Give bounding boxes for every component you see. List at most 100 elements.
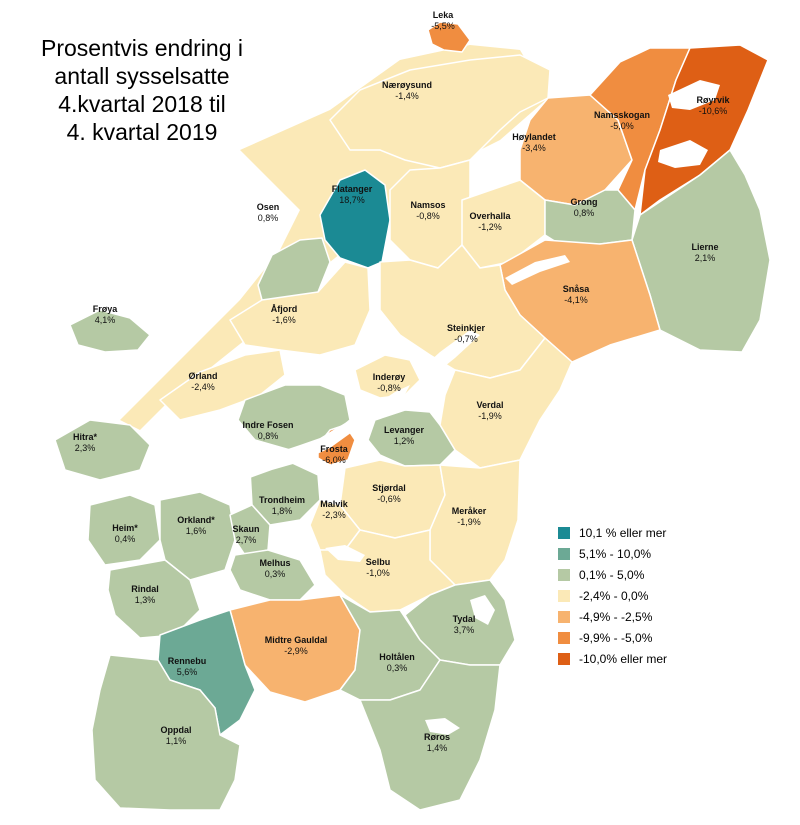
municipality-name-label: Rennebu: [168, 656, 207, 666]
municipality-name-label: Leka: [433, 10, 455, 20]
municipality-name-label: Orkland*: [177, 515, 215, 525]
municipality-region: [427, 21, 471, 53]
legend-swatch: [558, 589, 570, 602]
municipality-value-label: -5,5%: [431, 21, 455, 31]
municipality-labels: Leka-5,5% Nærøysund-1,4% Høylandet-3,4% Nam…: [73, 10, 731, 753]
water-body: [470, 595, 495, 625]
municipality-region: [87, 494, 161, 566]
water-body: [668, 80, 720, 110]
municipality-name-label: Flatanger: [332, 184, 373, 194]
legend-swatch: [558, 610, 570, 623]
legend-label: -2,4% - 0,0%: [579, 588, 649, 603]
legend-label: -4,9% - -2,5%: [579, 609, 653, 624]
municipality-value-label: -1,9%: [478, 411, 502, 421]
legend-item: 10,1 % eller mer: [558, 522, 667, 543]
municipality-value-label: 0,3%: [387, 663, 408, 673]
municipality-value-label: -1,9%: [457, 517, 481, 527]
municipality-regions: [54, 21, 771, 811]
municipality-name-label: Osen: [257, 202, 280, 212]
municipality-value-label: -4,1%: [564, 295, 588, 305]
municipality-name-label: Heim*: [112, 523, 138, 533]
municipality-value-label: 0,8%: [574, 208, 595, 218]
municipality-value-label: -2,4%: [191, 382, 215, 392]
title-line-4: 4. kvartal 2019: [66, 119, 218, 145]
legend-label: 5,1% - 10,0%: [579, 546, 652, 561]
municipality-name-label: Tydal: [453, 614, 476, 624]
municipality-value-label: 2,7%: [236, 535, 257, 545]
municipality-name-label: Hitra*: [73, 432, 98, 442]
municipality-value-label: 18,7%: [339, 195, 365, 205]
municipality-value-label: -0,7%: [454, 334, 478, 344]
title-line-2: antall sysselsatte: [54, 63, 230, 89]
municipality-value-label: 5,6%: [177, 667, 198, 677]
map-legend: 10,1 % eller mer 5,1% - 10,0% 0,1% - 5,0…: [558, 522, 667, 669]
municipality-value-label: -1,6%: [272, 315, 296, 325]
municipality-value-label: -1,4%: [395, 91, 419, 101]
legend-item: 0,1% - 5,0%: [558, 564, 667, 585]
municipality-region: [229, 261, 371, 356]
water-body: [240, 385, 410, 478]
municipality-name-label: Levanger: [384, 425, 425, 435]
municipality-region: [367, 409, 456, 467]
water-body: [425, 718, 460, 735]
municipality-name-label: Høylandet: [512, 132, 556, 142]
municipality-name-label: Namsskogan: [594, 110, 650, 120]
legend-swatch: [558, 547, 570, 560]
legend-swatch: [558, 631, 570, 644]
municipality-name-label: Lierne: [691, 242, 718, 252]
municipality-value-label: -3,4%: [522, 143, 546, 153]
municipality-name-label: Midtre Gauldal: [265, 635, 328, 645]
legend-label: 0,1% - 5,0%: [579, 567, 645, 582]
municipality-name-label: Frøya: [93, 304, 119, 314]
municipality-value-label: 0,8%: [258, 213, 279, 223]
municipality-name-label: Overhalla: [469, 211, 511, 221]
municipality-value-label: 0,4%: [115, 534, 136, 544]
legend-item: -9,9% - -5,0%: [558, 627, 667, 648]
municipality-name-label: Rindal: [131, 584, 159, 594]
municipality-value-label: -2,9%: [284, 646, 308, 656]
municipality-region: [319, 169, 391, 269]
municipality-name-label: Nærøysund: [382, 80, 432, 90]
municipality-name-label: Malvik: [320, 499, 349, 509]
water-body: [418, 330, 480, 378]
municipality-name-label: Holtålen: [379, 652, 415, 662]
municipality-name-label: Verdal: [476, 400, 503, 410]
legend-item: -4,9% - -2,5%: [558, 606, 667, 627]
water-body: [505, 255, 570, 285]
municipality-value-label: 1,1%: [166, 736, 187, 746]
legend-swatch: [558, 568, 570, 581]
municipality-value-label: -0,6%: [377, 494, 401, 504]
municipality-value-label: 3,7%: [454, 625, 475, 635]
municipality-value-label: -0,8%: [377, 383, 401, 393]
municipality-region: [159, 349, 286, 421]
municipality-value-label: 1,3%: [135, 595, 156, 605]
municipality-region: [91, 654, 241, 811]
title-line-3: 4.kvartal 2018 til: [58, 91, 226, 117]
legend-swatch: [558, 526, 570, 539]
municipality-name-label: Røyrvik: [696, 95, 730, 105]
municipality-region: [354, 354, 421, 399]
municipality-name-label: Inderøy: [373, 372, 406, 382]
map-title: Prosentvis endring i antall sysselsatte …: [22, 34, 262, 146]
municipality-name-label: Indre Fosen: [242, 420, 293, 430]
municipality-name-label: Steinkjer: [447, 323, 486, 333]
municipality-name-label: Ørland: [188, 371, 217, 381]
municipality-value-label: -5,0%: [610, 121, 634, 131]
municipality-name-label: Skaun: [232, 524, 259, 534]
municipality-name-label: Namsos: [410, 200, 445, 210]
municipality-value-label: 2,3%: [75, 443, 96, 453]
municipality-name-label: Frosta: [320, 444, 349, 454]
legend-item: -10,0% eller mer: [558, 648, 667, 669]
municipality-region: [329, 54, 551, 169]
legend-item: 5,1% - 10,0%: [558, 543, 667, 564]
title-line-1: Prosentvis endring i: [41, 35, 243, 61]
municipality-name-label: Oppdal: [161, 725, 192, 735]
legend-item: -2,4% - 0,0%: [558, 585, 667, 606]
legend-swatch: [558, 652, 570, 665]
municipality-name-label: Røros: [424, 732, 450, 742]
municipality-value-label: -10,6%: [699, 106, 728, 116]
municipality-name-label: Stjørdal: [372, 483, 406, 493]
municipality-value-label: 4,1%: [95, 315, 116, 325]
legend-label: 10,1 % eller mer: [579, 525, 667, 540]
municipality-value-label: 0,8%: [258, 431, 279, 441]
